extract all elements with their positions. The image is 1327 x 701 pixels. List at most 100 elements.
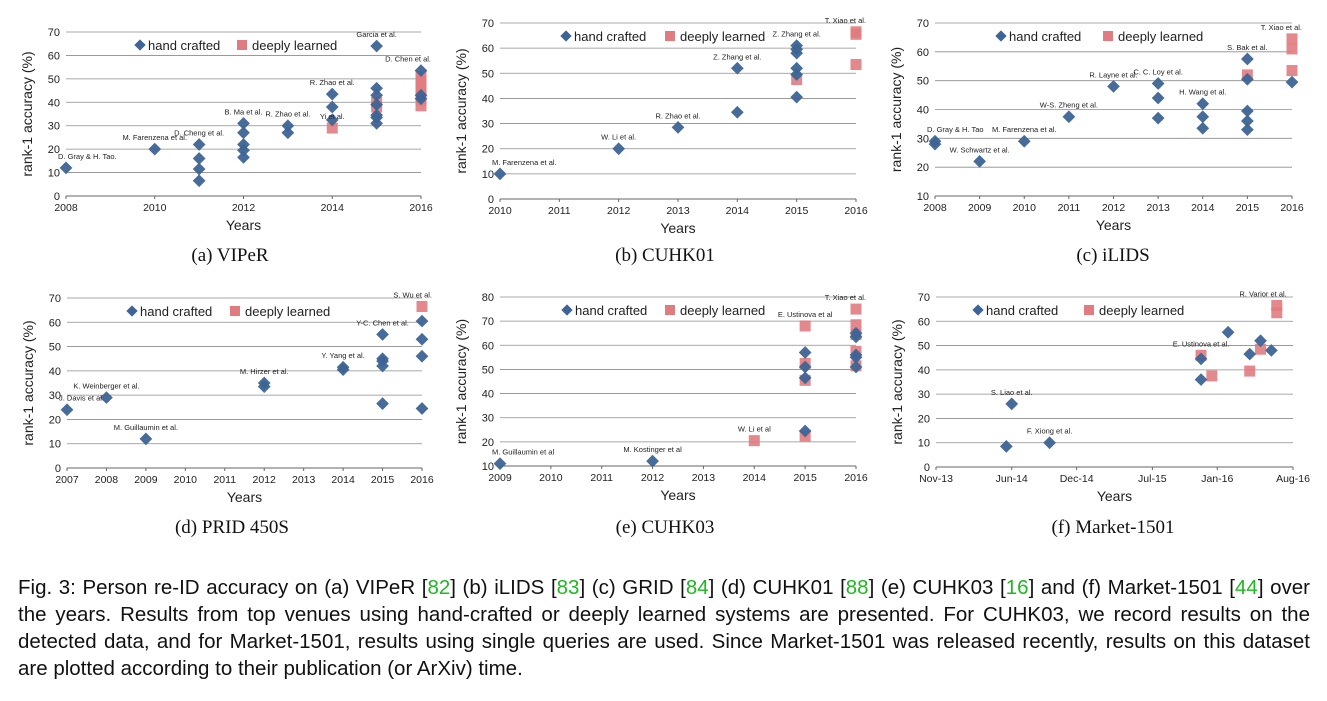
point-annotation: E. Ustinova et al bbox=[778, 310, 833, 319]
chart-prid450s-svg: 0 10 20 30 40 50 60 70 2007 2008 2009 2010 2011 2012 2… bbox=[20, 291, 434, 506]
y-tick-label: 30 bbox=[49, 390, 61, 402]
legend-label-deeply-learned: deeply learned bbox=[252, 38, 337, 53]
point-deeply-learned bbox=[850, 28, 862, 40]
point-hand-crafted bbox=[376, 397, 389, 411]
point-hand-crafted bbox=[790, 68, 804, 81]
point-hand-crafted bbox=[1017, 134, 1031, 148]
point-hand-crafted bbox=[612, 142, 626, 156]
y-tick-label: 20 bbox=[482, 144, 494, 156]
y-tick-label: 10 bbox=[917, 191, 929, 203]
subcaption-viper: (a) VIPeR bbox=[191, 245, 269, 266]
x-tick-label: 2010 bbox=[1013, 202, 1037, 214]
x-tick-label: 2011 bbox=[548, 205, 571, 217]
y-tick-label: 20 bbox=[49, 414, 61, 426]
point-hand-crafted bbox=[370, 98, 383, 111]
y-axis-title: rank-1 accuracy (%) bbox=[453, 48, 469, 173]
point-annotation: J. Davis et al. bbox=[59, 394, 104, 403]
x-tick-label: 2009 bbox=[968, 202, 992, 214]
point-hand-crafted bbox=[60, 403, 74, 417]
x-tick-label: 2010 bbox=[539, 472, 563, 484]
point-hand-crafted bbox=[370, 81, 383, 95]
point-deeply-learned bbox=[1286, 65, 1298, 77]
point-hand-crafted bbox=[237, 126, 250, 140]
legend-marker-hand-crafted bbox=[134, 39, 146, 51]
point-hand-crafted bbox=[139, 432, 153, 446]
x-tick-label: 2015 bbox=[785, 205, 809, 217]
point-annotation: E. Ustinova et al. bbox=[1173, 339, 1230, 348]
x-tick-label: 2013 bbox=[1146, 202, 1170, 214]
x-tick-label: 2011 bbox=[1058, 202, 1081, 214]
x-axis-title: Years bbox=[226, 217, 261, 233]
y-tick-label: 70 bbox=[48, 27, 60, 39]
point-hand-crafted bbox=[999, 439, 1013, 453]
legend-label-deeply-learned: deeply learned bbox=[1099, 303, 1184, 318]
y-tick-label: 50 bbox=[482, 68, 494, 80]
point-hand-crafted bbox=[798, 346, 812, 359]
point-hand-crafted bbox=[1151, 77, 1165, 90]
point-hand-crafted bbox=[325, 113, 339, 127]
legend-label-hand-crafted: hand crafted bbox=[574, 29, 646, 44]
x-tick-label: Jan-16 bbox=[1201, 473, 1233, 485]
x-tick-label: Dec-14 bbox=[1060, 473, 1094, 485]
x-tick-label: Jul-15 bbox=[1138, 473, 1167, 485]
legend-marker-hand-crafted bbox=[995, 30, 1007, 42]
point-hand-crafted bbox=[415, 314, 429, 328]
point-deeply-learned bbox=[850, 303, 862, 315]
point-deeply-learned bbox=[326, 122, 338, 134]
y-tick-label: 10 bbox=[49, 439, 61, 451]
x-tick-label: 2009 bbox=[488, 472, 512, 484]
point-annotation: W. Li et al. bbox=[601, 133, 636, 142]
chart-cuhk03: 10 20 30 40 50 60 70 80 2009 2010 2011 2012 2013 2014… bbox=[440, 286, 880, 526]
caption-text: ] over the years. Results from top venue… bbox=[18, 576, 1311, 680]
point-hand-crafted bbox=[1196, 121, 1210, 135]
legend-marker-deeply-learned bbox=[1084, 305, 1094, 315]
point-hand-crafted bbox=[493, 167, 507, 181]
point-deeply-learned bbox=[1255, 343, 1267, 355]
point-deeply-learned bbox=[850, 319, 862, 331]
y-tick-label: 60 bbox=[917, 47, 929, 59]
chart-cuhk03-svg: 10 20 30 40 50 60 70 80 2009 2010 2011 2012 2013 2014… bbox=[453, 292, 868, 503]
y-tick-label: 10 bbox=[918, 438, 930, 450]
point-hand-crafted bbox=[1194, 373, 1208, 386]
caption-reference[interactable]: 82 bbox=[427, 576, 451, 599]
y-tick-label: 50 bbox=[917, 76, 929, 88]
y-tick-label: 40 bbox=[48, 97, 60, 109]
caption-reference[interactable]: 16 bbox=[1005, 576, 1029, 599]
caption-reference[interactable]: 83 bbox=[556, 576, 580, 599]
point-hand-crafted bbox=[730, 61, 744, 75]
x-tick-label: 2013 bbox=[666, 205, 690, 217]
point-deeply-learned bbox=[748, 435, 760, 447]
subcaption-market1501: (f) Market-1501 bbox=[1051, 517, 1175, 538]
point-annotation: W. Schwartz et al. bbox=[950, 145, 1010, 154]
point-annotation: D. Chen et al. bbox=[385, 55, 431, 64]
x-axis-title: Years bbox=[227, 489, 262, 505]
caption-reference[interactable]: 44 bbox=[1235, 576, 1258, 599]
point-annotation: R. Layne et al. bbox=[1089, 70, 1137, 79]
point-annotation: D. Gray & H. Tao. bbox=[58, 152, 117, 161]
y-axis-title: rank-1 accuracy (%) bbox=[20, 320, 36, 445]
y-tick-label: 50 bbox=[49, 342, 61, 354]
caption-reference[interactable]: 84 bbox=[685, 576, 709, 599]
y-tick-label: 70 bbox=[482, 18, 494, 30]
point-annotation: M. Hirzer et al. bbox=[240, 367, 289, 376]
x-tick-label: 2016 bbox=[409, 202, 433, 214]
point-hand-crafted bbox=[1241, 52, 1254, 66]
point-deeply-learned bbox=[1206, 370, 1218, 382]
x-tick-label: 2013 bbox=[692, 472, 716, 484]
point-hand-crafted bbox=[1107, 80, 1120, 93]
legend-marker-hand-crafted bbox=[561, 304, 573, 316]
y-tick-label: 10 bbox=[482, 461, 494, 473]
legend-label-deeply-learned: deeply learned bbox=[245, 304, 330, 319]
x-tick-label: 2014 bbox=[331, 474, 355, 486]
point-deeply-learned bbox=[799, 320, 811, 332]
point-deeply-learned bbox=[850, 58, 862, 70]
y-tick-label: 40 bbox=[482, 389, 494, 401]
x-tick-label: 2010 bbox=[174, 474, 198, 486]
y-axis-title: rank-1 accuracy (%) bbox=[453, 319, 469, 444]
y-tick-label: 30 bbox=[48, 121, 60, 133]
point-hand-crafted bbox=[1196, 110, 1210, 124]
point-hand-crafted bbox=[237, 150, 250, 164]
y-tick-label: 70 bbox=[918, 292, 930, 304]
point-hand-crafted bbox=[415, 402, 429, 415]
caption-reference[interactable]: 88 bbox=[845, 576, 869, 599]
